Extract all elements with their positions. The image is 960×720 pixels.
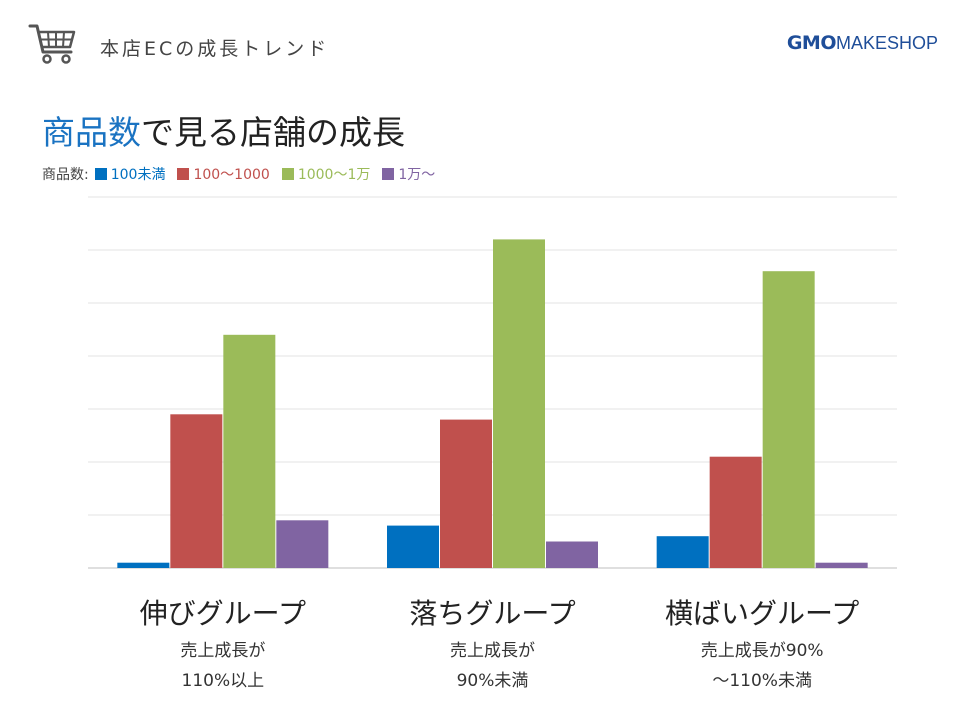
category-note: 売上成長が90% ～110%未満: [632, 636, 892, 696]
page-title-rest: で見る店舗の成長: [141, 113, 405, 152]
bar: [656, 536, 709, 568]
bar: [709, 456, 762, 568]
bar: [762, 271, 815, 568]
bar: [546, 541, 598, 568]
category-label: 落ちグループ: [409, 597, 576, 630]
category-note: 売上成長が 90%未満: [363, 636, 623, 696]
legend-label: 1万～: [398, 167, 436, 183]
legend-item: 100～1000: [177, 164, 270, 184]
legend-item: 1000～1万: [281, 164, 371, 184]
category-note-line: 売上成長が: [450, 641, 535, 661]
legend-title: 商品数:: [42, 167, 89, 183]
category-note: 売上成長が 110%以上: [93, 636, 353, 696]
brand-makeshop: MAKESHOP: [835, 33, 938, 53]
header-title: 本店ECの成長トレンド: [100, 38, 330, 60]
legend-label: 100未満: [110, 167, 166, 183]
bar: [493, 239, 545, 568]
legend-swatch: [382, 168, 395, 180]
category-note-line: 110%以上: [181, 671, 265, 691]
bar: [815, 562, 868, 568]
category-note-line: 売上成長が: [180, 641, 266, 661]
bar: [276, 520, 329, 568]
legend-label: 1000～1万: [297, 167, 371, 183]
header: 本店ECの成長トレンド GMOMAKESHOP: [0, 0, 960, 90]
category-note-line: ～110%未満: [712, 671, 812, 691]
bar: [223, 334, 276, 568]
bar: [170, 414, 223, 568]
bar: [387, 525, 439, 568]
category-label: 伸びグループ: [139, 597, 306, 630]
page-title: 商品数で見る店舗の成長: [42, 106, 405, 154]
legend-swatch: [281, 168, 294, 180]
category-note-line: 90%未満: [456, 671, 529, 691]
chart-legend: 商品数: 100未満 100～1000 1000～1万 1万～: [42, 164, 447, 184]
legend-swatch: [94, 168, 107, 180]
category-label: 横ばいグループ: [664, 597, 860, 630]
category-note-line: 売上成長が90%: [700, 641, 824, 661]
legend-label: 100～1000: [193, 167, 270, 183]
legend-item: 100未満: [94, 164, 166, 184]
page-title-accent: 商品数: [42, 113, 141, 152]
cart-icon: [28, 24, 76, 64]
legend-item: 1万～: [382, 164, 435, 184]
brand-logo: GMOMAKESHOP: [787, 32, 938, 54]
legend-swatch: [177, 168, 190, 180]
bar: [117, 562, 170, 568]
bar: [440, 419, 492, 568]
brand-gmo: GMO: [786, 32, 837, 54]
